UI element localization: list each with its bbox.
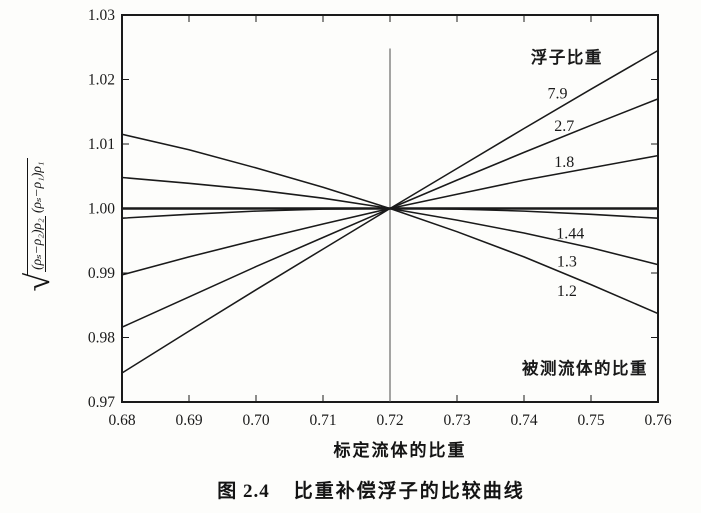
y-tick-label: 1.03 (88, 7, 115, 24)
curve-float-sg-1.2 (121, 133, 659, 315)
x-tick-label: 0.75 (577, 412, 604, 429)
figure-caption: 图 2.4 比重补偿浮子的比较曲线 (217, 476, 525, 503)
caption-text: 比重补偿浮子的比较曲线 (293, 481, 525, 502)
y-tick-label: 0.99 (88, 265, 115, 282)
y-tick-label: 1.00 (88, 201, 115, 218)
x-axis-title: 标定流体的比重 (333, 441, 467, 460)
formula-numerator: (ρₛ−ρ₂)ρ₂ (28, 216, 46, 272)
formula-fraction: (ρₛ−ρ₂)ρ₂ (ρₛ−ρ₁)ρ₁ (26, 158, 46, 275)
x-tick-label: 0.74 (510, 412, 537, 429)
x-tick-label: 0.68 (108, 412, 135, 429)
y-axis-formula-label: √ (ρₛ−ρ₂)ρ₂ (ρₛ−ρ₁)ρ₁ (7, 137, 65, 313)
y-tick-label: 1.02 (88, 72, 115, 89)
curve-label-7.9: 7.9 (548, 86, 568, 103)
measured-fluid-label: 被测流体的比重 (522, 358, 648, 378)
float-sg-group-label: 浮子比重 (531, 47, 603, 67)
curve-label-1.3: 1.3 (557, 253, 577, 270)
y-tick-label: 0.97 (88, 394, 115, 411)
x-tick-label: 0.72 (376, 412, 403, 429)
formula-denominator: (ρₛ−ρ₁)ρ₁ (28, 161, 44, 213)
y-tick-label: 0.98 (88, 330, 115, 347)
curve-label-1.44: 1.44 (556, 226, 584, 243)
curve-label-1.8: 1.8 (554, 154, 574, 171)
curve-label-2.7: 2.7 (554, 118, 574, 135)
y-tick-label: 1.01 (88, 136, 115, 153)
x-tick-label: 0.69 (175, 412, 202, 429)
caption-number: 图 2.4 (217, 481, 270, 502)
x-tick-label: 0.76 (644, 412, 671, 429)
curve-label-1.2: 1.2 (557, 283, 577, 300)
x-tick-label: 0.73 (443, 412, 470, 429)
x-tick-label: 0.70 (242, 412, 269, 429)
x-tick-label: 0.71 (309, 412, 336, 429)
